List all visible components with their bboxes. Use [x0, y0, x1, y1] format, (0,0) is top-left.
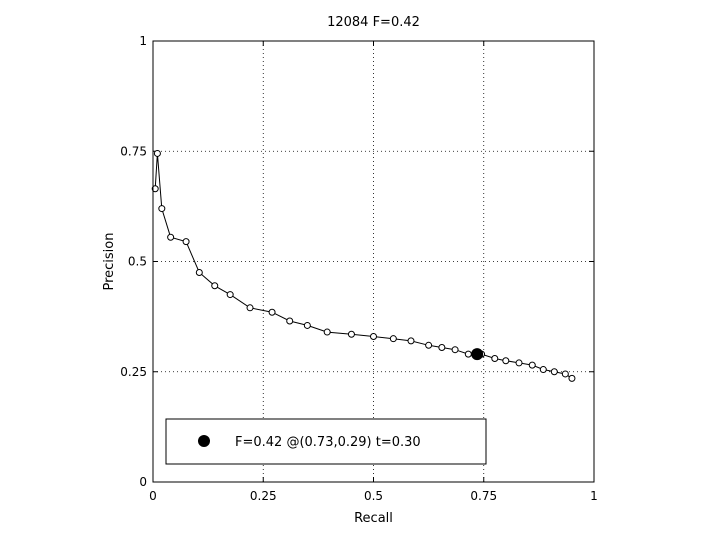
data-point	[451, 346, 459, 354]
chart-title: 12084 F=0.42	[327, 15, 420, 30]
data-point	[182, 238, 190, 246]
data-point	[539, 366, 547, 374]
data-point	[561, 370, 569, 378]
data-point	[151, 185, 159, 193]
data-point	[464, 350, 472, 358]
data-point	[158, 205, 166, 213]
data-point	[407, 337, 415, 345]
data-point	[438, 343, 446, 351]
x-tick-label: 1	[590, 489, 598, 503]
data-point	[153, 149, 161, 157]
grid	[153, 41, 594, 482]
y-axis-label: Precision	[102, 232, 117, 290]
data-point	[226, 291, 234, 299]
data-point	[515, 359, 523, 367]
y-tick-label: 0.25	[120, 365, 147, 379]
data-point	[167, 233, 175, 241]
legend-label: F=0.42 @(0.73,0.29) t=0.30	[235, 435, 421, 450]
data-point	[268, 308, 276, 316]
legend-marker-filled-circle	[198, 435, 210, 447]
x-tick-label: 0.25	[250, 489, 277, 503]
x-axis-label: Recall	[354, 511, 393, 526]
x-tick-label: 0.75	[470, 489, 497, 503]
best-f-highlight	[471, 348, 484, 361]
data-point	[195, 269, 203, 277]
data-point	[528, 361, 536, 369]
data-point	[568, 374, 576, 382]
data-point	[347, 330, 355, 338]
x-tick-label: 0.5	[364, 489, 383, 503]
y-tick-label: 0.75	[120, 144, 147, 158]
data-point	[303, 321, 311, 329]
data-point	[323, 328, 331, 336]
data-point	[425, 341, 433, 349]
legend: F=0.42 @(0.73,0.29) t=0.30	[165, 418, 487, 465]
series	[151, 149, 576, 382]
data-point	[246, 304, 254, 312]
data-point	[491, 355, 499, 363]
data-point	[502, 357, 510, 365]
y-tick-label: 1	[139, 34, 147, 48]
data-point	[370, 332, 377, 340]
legend-box	[165, 418, 487, 465]
data-point	[389, 335, 397, 343]
data-point	[286, 317, 294, 325]
y-tick-label: 0.5	[128, 255, 147, 269]
data-point	[550, 368, 558, 376]
y-tick-label: 0	[139, 475, 147, 489]
best-f-point	[471, 348, 484, 361]
data-point	[211, 282, 219, 290]
ticks: 0 0.25 0.5 0.75 1 0 0.25 0.5 0.75 1	[120, 34, 598, 503]
x-tick-label: 0	[149, 489, 157, 503]
plot-area-frame	[152, 40, 595, 483]
